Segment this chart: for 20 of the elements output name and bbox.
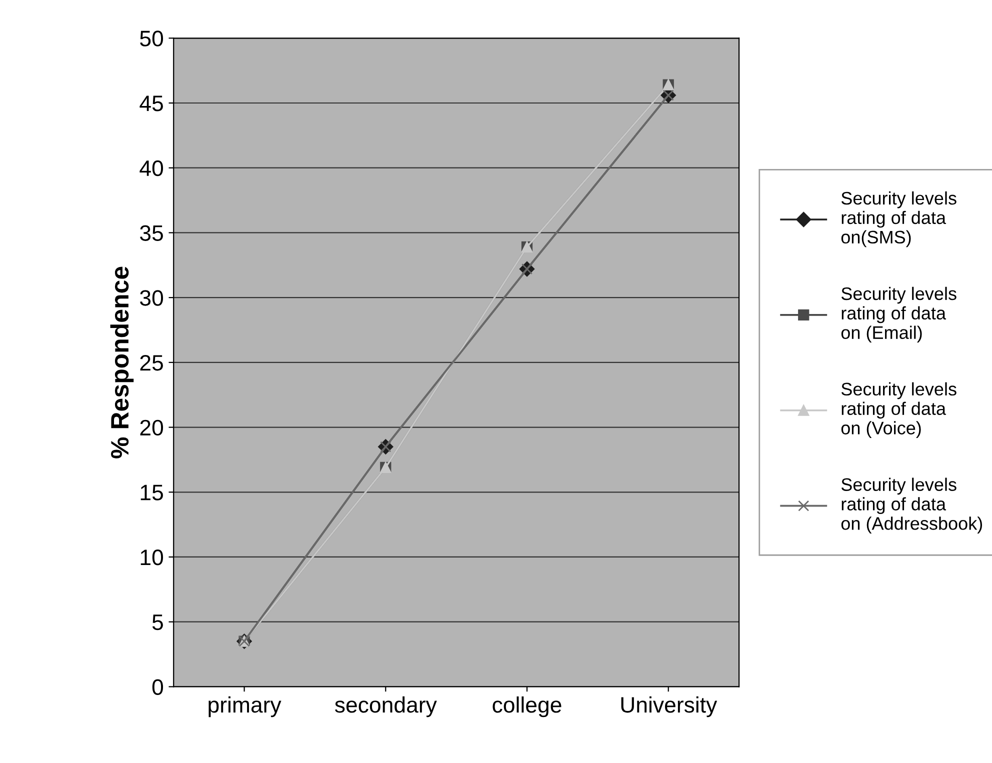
y-tick-label: 30 (140, 290, 164, 306)
legend-label: Security levels rating of data on(SMS) (841, 191, 956, 248)
y-axis-title: % Respondence (110, 266, 134, 458)
legend-label: Security levels rating of data on (Voice) (841, 382, 956, 438)
y-tick-label: 20 (140, 420, 164, 436)
legend-label: Security levels rating of data on (Addressbook) (841, 478, 982, 534)
y-tick-label: 5 (152, 614, 163, 630)
y-tick-label: 0 (152, 679, 164, 695)
y-tick-label: 40 (140, 160, 164, 176)
y-tick-label: 10 (140, 550, 164, 566)
y-tick-label: 35 (140, 225, 163, 241)
x-tick-label: secondary (335, 696, 437, 718)
x-tick-label: University (621, 696, 718, 718)
y-tick-label: 15 (140, 484, 163, 500)
x-tick-label: college (492, 696, 562, 718)
legend-label: Security levels rating of data on (Email) (841, 286, 956, 343)
y-tick-label: 45 (140, 96, 163, 112)
y-tick-label: 25 (140, 354, 163, 371)
x-tick-label: primary (208, 696, 282, 718)
y-tick-label: 50 (140, 30, 164, 46)
